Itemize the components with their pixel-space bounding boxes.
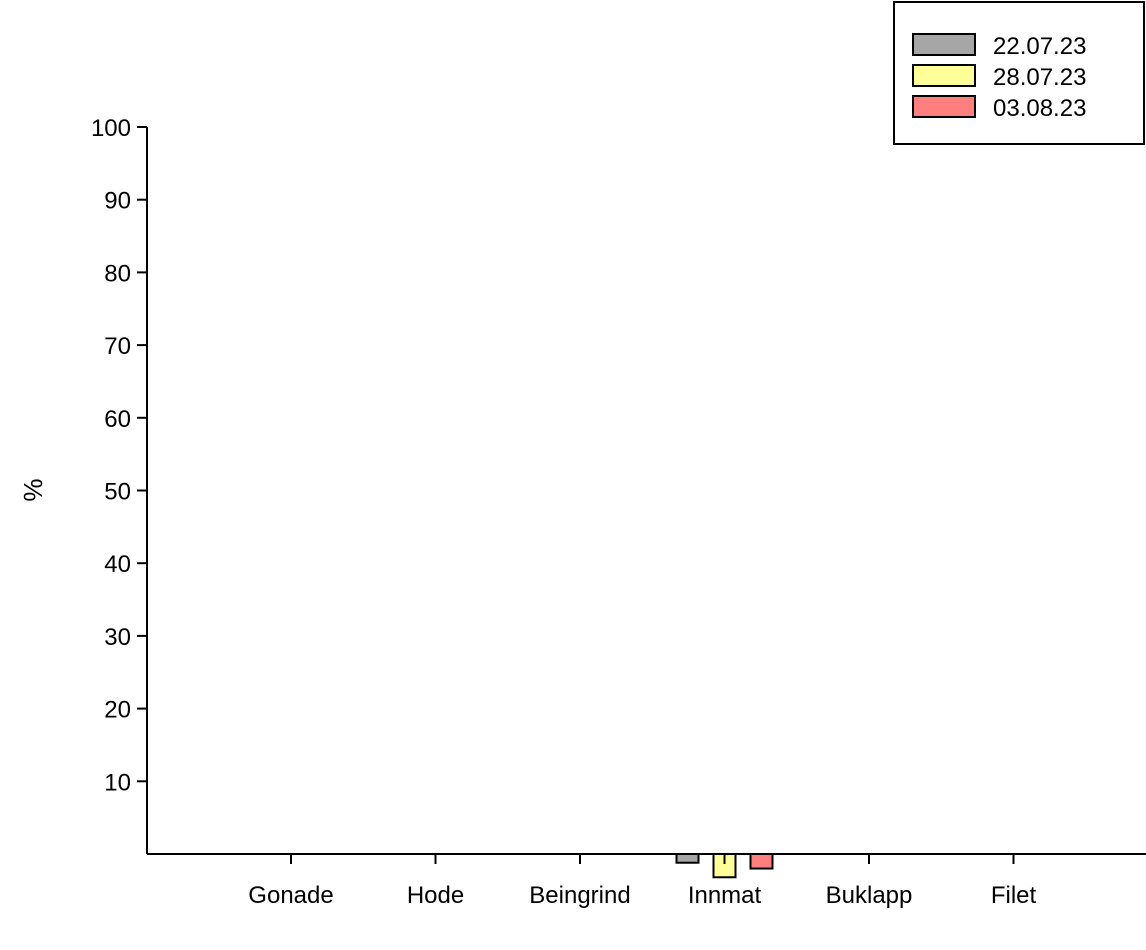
y-tick-label: 90 bbox=[104, 188, 131, 215]
y-axis-title: % bbox=[18, 478, 48, 501]
legend: 22.07.23 28.07.23 03.08.23 bbox=[893, 1, 1145, 145]
legend-swatch bbox=[912, 33, 976, 56]
y-tick-label: 30 bbox=[104, 624, 131, 651]
y-tick-label: 40 bbox=[104, 551, 131, 578]
legend-label: 28.07.23 bbox=[993, 64, 1086, 91]
y-tick-label: 100 bbox=[91, 115, 131, 142]
legend-swatch bbox=[912, 95, 976, 118]
x-tick-label: Hode bbox=[407, 882, 464, 909]
x-tick-label: Filet bbox=[991, 882, 1037, 909]
y-tick-label: 10 bbox=[104, 769, 131, 796]
y-tick-label: 50 bbox=[104, 479, 131, 506]
legend-label: 03.08.23 bbox=[993, 95, 1086, 122]
y-tick-label: 20 bbox=[104, 697, 131, 724]
x-tick-label: Gonade bbox=[248, 882, 333, 909]
x-tick-label: Beingrind bbox=[529, 882, 630, 909]
y-tick-label: 70 bbox=[104, 333, 131, 360]
y-tick-label: 60 bbox=[104, 406, 131, 433]
plot-area: 10 20 30 40 50 60 70 80 90 100 Gonade Hode Beingrind… bbox=[91, 115, 1146, 909]
x-tick-label: Innmat bbox=[688, 882, 762, 909]
y-tick-label: 80 bbox=[104, 260, 131, 287]
x-tick-label: Buklapp bbox=[826, 882, 913, 909]
bar bbox=[675, 853, 700, 864]
bar bbox=[749, 853, 774, 870]
legend-label: 22.07.23 bbox=[993, 33, 1086, 60]
legend-swatch bbox=[912, 64, 976, 87]
